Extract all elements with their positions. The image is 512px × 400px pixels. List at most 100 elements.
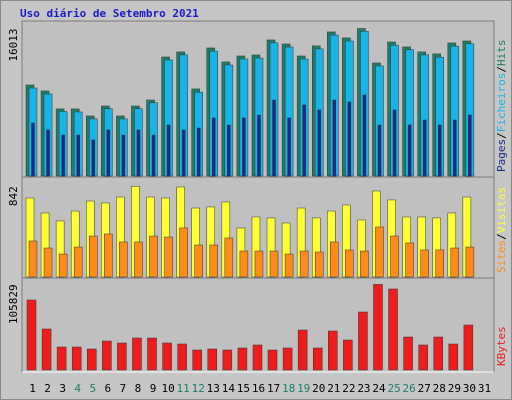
bar [465,246,475,278]
x-tick-label: 14 [222,382,236,395]
bar [207,348,218,371]
x-tick-label: 8 [135,382,142,395]
bar [119,241,128,278]
bar [418,344,428,371]
bar [257,114,261,177]
bar [43,247,53,278]
x-tick-label: 9 [150,382,157,395]
x-tick-label: 22 [342,382,355,395]
x-tick-label: 11 [177,382,190,395]
bar [237,347,248,371]
y-tick-label: 16013 [7,28,20,61]
x-tick-label: 5 [89,382,96,395]
legend-entry: Visitas [495,187,508,233]
bar [375,226,384,278]
bar [360,250,369,278]
bar [194,244,203,278]
bar [164,236,173,278]
x-tick-label: 4 [74,382,81,395]
x-tick-label: 17 [267,382,280,395]
bar [407,124,412,177]
y-tick-label: 842 [7,186,20,206]
bar [450,247,460,278]
bar [435,249,444,278]
legend-separator: / [495,132,508,139]
legend-separator: / [495,66,508,73]
chart-title: Uso diário de Setembro 2021 [20,7,199,20]
x-tick-label: 24 [372,382,386,395]
bar [121,134,126,177]
bar [437,124,442,177]
bar [422,119,427,177]
bar [61,134,65,177]
bar [91,139,96,177]
bar [177,343,187,371]
bar [239,250,249,278]
x-tick-label: 21 [327,382,340,395]
bar [392,109,397,177]
bar [312,347,323,371]
bar [242,117,246,177]
bar [345,249,354,278]
bar [166,124,171,177]
bar [179,227,188,278]
bar [453,119,457,177]
bar [104,233,113,278]
legend-entry: KBytes [495,326,508,366]
bar [403,336,413,371]
bar [224,237,234,278]
bar [332,99,337,177]
bar [102,340,112,371]
bar [87,348,97,371]
bar [147,337,157,371]
bar [31,122,35,177]
bar [56,346,67,371]
x-tick-label: 18 [282,382,295,395]
legend-entry: Hits [495,40,508,67]
bar [151,134,156,177]
bar [149,235,158,278]
bar [41,328,52,371]
legend-separator: / [495,233,508,240]
x-tick-label: 1 [29,382,36,395]
bar [343,339,353,371]
x-tick-label: 2 [44,382,51,395]
x-tick-label: 25 [387,382,400,395]
bar [468,114,472,177]
legend: Pages/Ficheiros/Hits [495,40,508,172]
x-tick-label: 26 [403,382,416,395]
bar [272,99,276,177]
bar [132,337,142,371]
x-tick-label: 20 [312,382,325,395]
bar [252,344,263,371]
bar [377,124,382,177]
bar [192,349,202,371]
bar [209,244,219,278]
bar [134,241,143,278]
bar [28,240,38,278]
x-tick-label: 7 [120,382,127,395]
legend-entry: Sites [495,240,508,273]
bar [254,250,264,278]
bar [58,253,68,278]
bar [181,129,186,177]
x-tick-label: 15 [237,382,250,395]
bar [282,347,293,371]
bar [89,235,98,278]
bar [314,251,324,278]
bar [347,101,352,177]
x-tick-label: 28 [433,382,446,395]
bar [302,104,306,177]
x-tick-label: 19 [297,382,310,395]
legend: KBytes [495,326,508,366]
bar [227,124,231,177]
bar [358,311,368,371]
bar [362,94,367,177]
bar [388,288,398,371]
x-tick-label: 27 [418,382,431,395]
bar [330,241,339,278]
bar [297,329,308,371]
x-tick-label: 12 [192,382,205,395]
bar [287,117,291,177]
